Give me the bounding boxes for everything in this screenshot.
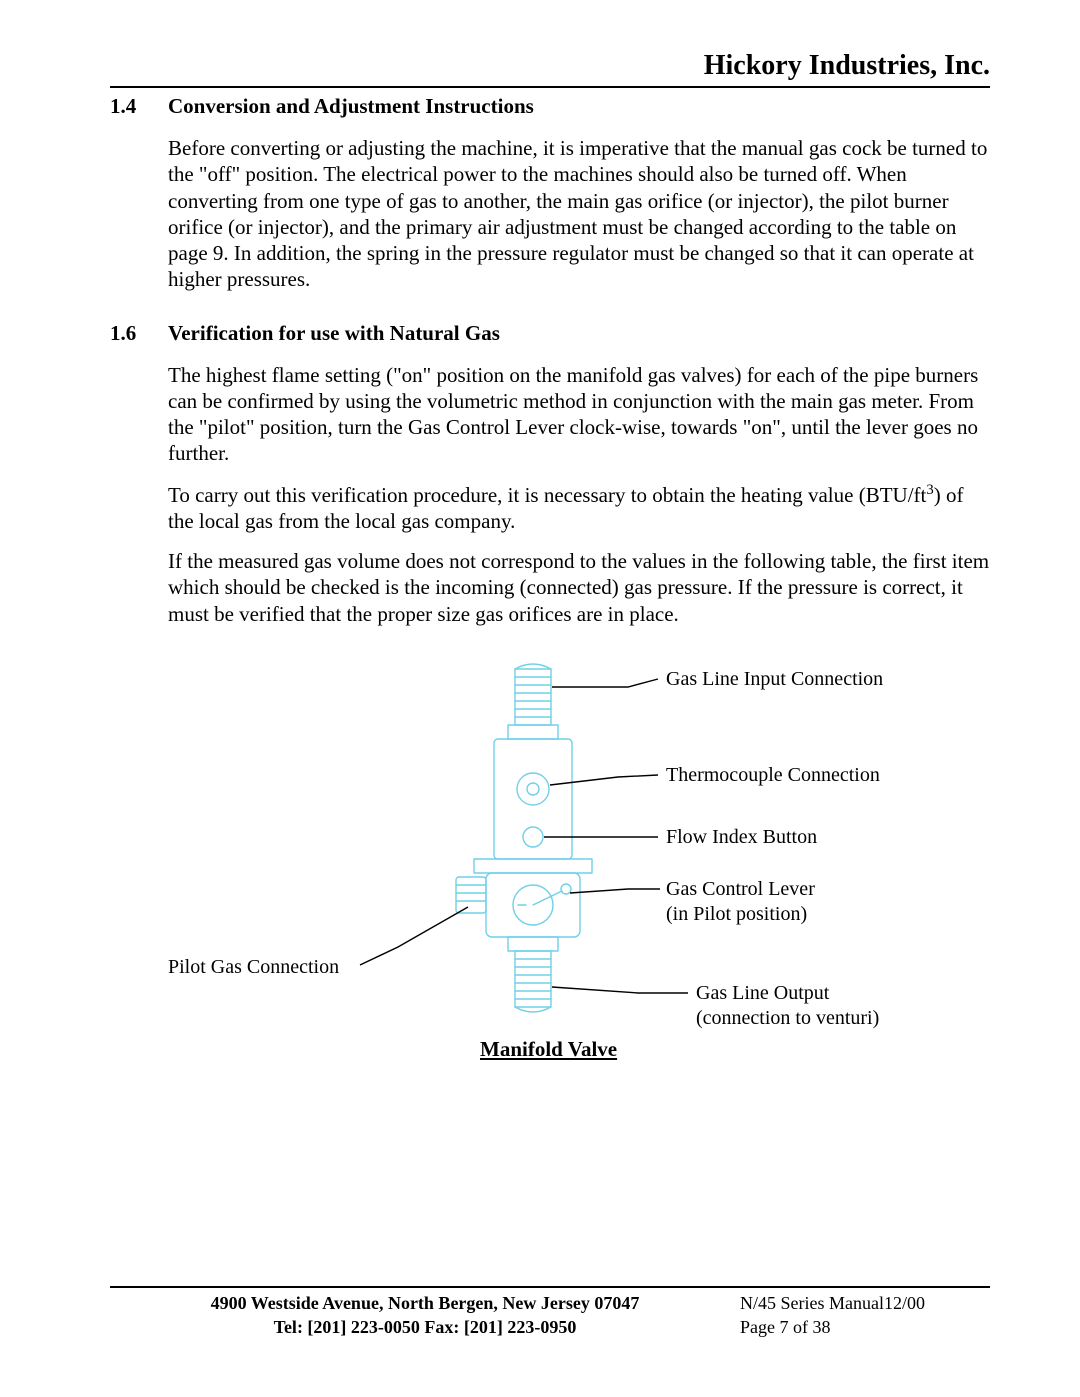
callout-control-lever: Gas Control Lever (in Pilot position) bbox=[666, 877, 815, 927]
page-header: Hickory Industries, Inc. bbox=[110, 50, 990, 88]
section-1-4-body: Before converting or adjusting the machi… bbox=[168, 135, 990, 293]
manifold-valve-figure: Gas Line Input Connection Thermocouple C… bbox=[168, 657, 1048, 1087]
section-title: Conversion and Adjustment Instructions bbox=[168, 94, 534, 119]
figure-title: Manifold Valve bbox=[480, 1037, 617, 1062]
superscript-3: 3 bbox=[926, 482, 933, 498]
section-title: Verification for use with Natural Gas bbox=[168, 321, 500, 346]
callout-thermocouple: Thermocouple Connection bbox=[666, 763, 880, 788]
footer-contact: Tel: [201] 223-0050 Fax: [201] 223-0950 bbox=[110, 1316, 740, 1339]
section-1-4-heading: 1.4 Conversion and Adjustment Instructio… bbox=[110, 94, 990, 119]
page-footer: 4900 Westside Avenue, North Bergen, New … bbox=[110, 1286, 990, 1339]
section-1-6-p2: To carry out this verification procedure… bbox=[168, 481, 990, 535]
p2-part1: To carry out this verification procedure… bbox=[168, 483, 926, 507]
section-1-6-p3: If the measured gas volume does not corr… bbox=[168, 548, 990, 627]
footer-rule bbox=[110, 1286, 990, 1288]
section-1-6-heading: 1.6 Verification for use with Natural Ga… bbox=[110, 321, 990, 346]
callout-gas-output: Gas Line Output (connection to venturi) bbox=[696, 981, 879, 1031]
callout-flow-index: Flow Index Button bbox=[666, 825, 817, 850]
section-1-6-p1: The highest flame setting ("on" position… bbox=[168, 362, 990, 467]
callout-pilot: Pilot Gas Connection bbox=[168, 955, 339, 980]
section-number: 1.4 bbox=[110, 94, 168, 119]
manifold-valve-svg bbox=[168, 657, 1048, 1087]
section-number: 1.6 bbox=[110, 321, 168, 346]
footer-manual: N/45 Series Manual12/00 bbox=[740, 1292, 990, 1315]
footer-address: 4900 Westside Avenue, North Bergen, New … bbox=[110, 1292, 740, 1315]
callout-gas-input: Gas Line Input Connection bbox=[666, 667, 883, 692]
footer-page: Page 7 of 38 bbox=[740, 1316, 990, 1339]
